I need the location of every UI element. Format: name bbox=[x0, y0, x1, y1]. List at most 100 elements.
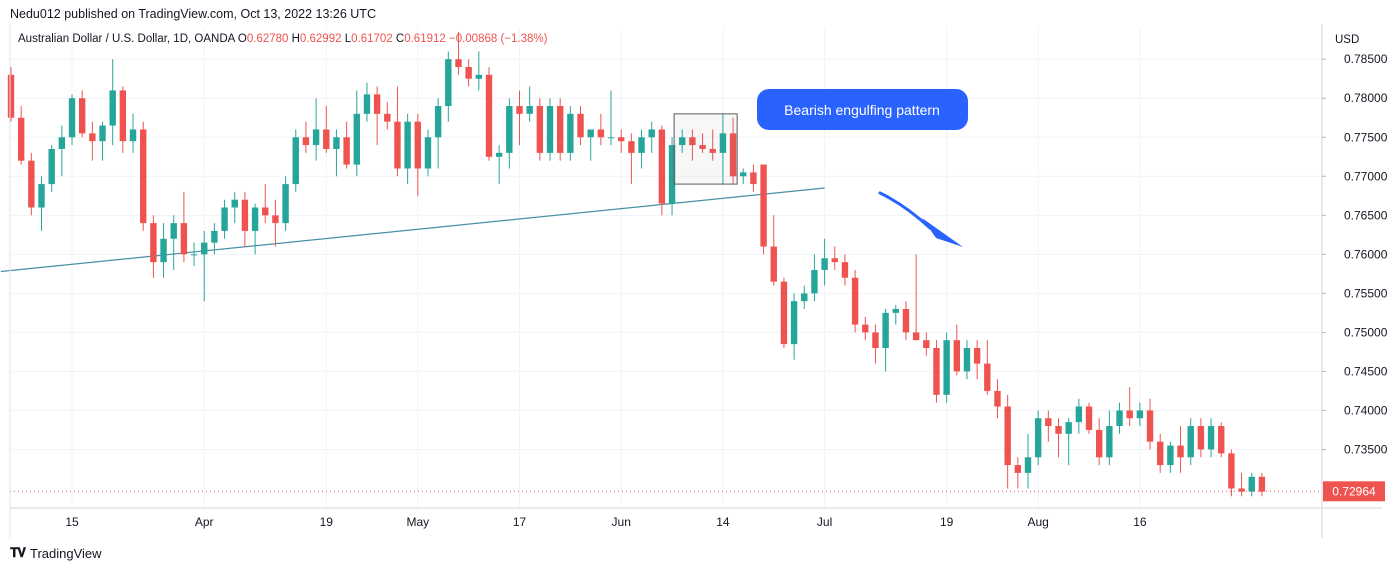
candle bbox=[1136, 402, 1144, 427]
candle bbox=[394, 86, 401, 177]
candle-body bbox=[912, 332, 920, 341]
currency-label[interactable]: USD bbox=[1335, 34, 1360, 46]
open-value: 0.62780 bbox=[246, 33, 289, 45]
candle-body bbox=[963, 348, 971, 372]
candles-group bbox=[7, 31, 1266, 497]
symbol-name: Australian Dollar / U.S. Dollar, 1D, OAN… bbox=[18, 33, 235, 45]
y-tick-label: 0.78000 bbox=[1344, 91, 1388, 105]
candle bbox=[384, 102, 391, 130]
candle bbox=[1228, 449, 1235, 497]
candle bbox=[343, 121, 350, 169]
candle bbox=[272, 199, 279, 247]
candle-body bbox=[424, 137, 432, 169]
candle-body bbox=[801, 293, 808, 302]
candle-body bbox=[709, 148, 716, 153]
candle-body bbox=[394, 121, 401, 169]
candle-body bbox=[1024, 457, 1032, 473]
candle-body bbox=[546, 106, 554, 153]
candle bbox=[740, 168, 747, 185]
candle-body bbox=[262, 207, 269, 216]
candle bbox=[729, 117, 737, 185]
candle-body bbox=[1167, 445, 1174, 466]
candle-body bbox=[455, 59, 462, 68]
candle bbox=[363, 82, 371, 122]
candle bbox=[140, 121, 147, 231]
candle bbox=[68, 94, 76, 146]
candle bbox=[282, 176, 289, 231]
y-tick-label: 0.73500 bbox=[1344, 442, 1388, 456]
candle-body bbox=[1258, 476, 1266, 492]
tradingview-logo[interactable]: 𝐓𝐕 TradingView bbox=[10, 545, 102, 561]
candle-body bbox=[638, 137, 645, 153]
candle bbox=[1258, 472, 1266, 497]
candle-body bbox=[109, 90, 116, 126]
candle bbox=[1197, 418, 1205, 458]
candle bbox=[811, 254, 818, 302]
annotation-callout bbox=[757, 89, 968, 130]
candle bbox=[882, 308, 889, 372]
candle-body bbox=[373, 94, 381, 114]
candle bbox=[1167, 441, 1174, 473]
candle bbox=[780, 277, 788, 348]
candle-body bbox=[577, 113, 584, 138]
candle-body bbox=[1065, 422, 1072, 434]
candle bbox=[567, 106, 574, 161]
candle bbox=[28, 152, 35, 216]
candle-body bbox=[89, 133, 96, 142]
candle bbox=[912, 254, 920, 341]
y-tick-label: 0.76500 bbox=[1344, 208, 1388, 222]
y-tick-label: 0.75500 bbox=[1344, 286, 1388, 300]
candle bbox=[689, 129, 696, 161]
candle bbox=[862, 316, 869, 341]
candle-body bbox=[1218, 426, 1225, 454]
candle-body bbox=[597, 129, 605, 138]
candle-body bbox=[1157, 441, 1164, 466]
candle bbox=[658, 125, 666, 216]
candle-body bbox=[1146, 410, 1154, 442]
candle bbox=[902, 301, 910, 341]
candle bbox=[984, 340, 991, 395]
x-tick-label: Apr bbox=[195, 515, 214, 529]
x-tick-label: 14 bbox=[716, 515, 730, 529]
candle-body bbox=[994, 390, 1001, 407]
candle-body bbox=[323, 129, 330, 149]
x-tick-label: 16 bbox=[1133, 515, 1147, 529]
candle-body bbox=[1228, 453, 1235, 489]
candle bbox=[607, 90, 615, 146]
candle bbox=[994, 379, 1001, 419]
candle bbox=[719, 113, 727, 185]
candle bbox=[872, 324, 879, 364]
candle bbox=[99, 121, 106, 161]
candle bbox=[1157, 433, 1164, 473]
candle-body bbox=[719, 133, 727, 153]
candle bbox=[495, 145, 503, 185]
candle-body bbox=[923, 340, 930, 348]
candle bbox=[1106, 410, 1113, 466]
y-tick-label: 0.74000 bbox=[1344, 403, 1388, 417]
candle-body bbox=[312, 129, 320, 146]
candle bbox=[953, 324, 961, 376]
candle bbox=[831, 246, 838, 270]
y-tick-label: 0.78500 bbox=[1344, 52, 1388, 66]
support-trendline bbox=[0, 187, 825, 273]
candle bbox=[78, 90, 86, 138]
candle-body bbox=[231, 199, 238, 208]
candle-body bbox=[740, 172, 747, 177]
y-tick-label: 0.77500 bbox=[1344, 130, 1388, 144]
candle bbox=[1024, 433, 1032, 489]
candle bbox=[241, 191, 249, 247]
candle bbox=[1055, 418, 1062, 458]
candle bbox=[150, 215, 157, 278]
candle bbox=[211, 223, 218, 255]
chart-grid bbox=[10, 28, 1322, 508]
candle-body bbox=[353, 113, 360, 165]
candle bbox=[597, 113, 605, 146]
axes-group: 0.78500 0.78000 0.77500 0.77000 0.76500 0.760… bbox=[9, 24, 1388, 538]
candle-body bbox=[38, 184, 45, 208]
candle-body bbox=[882, 312, 889, 348]
tradingview-brand: TradingView bbox=[30, 545, 102, 561]
candle-body bbox=[790, 301, 798, 345]
candle bbox=[1004, 394, 1011, 489]
